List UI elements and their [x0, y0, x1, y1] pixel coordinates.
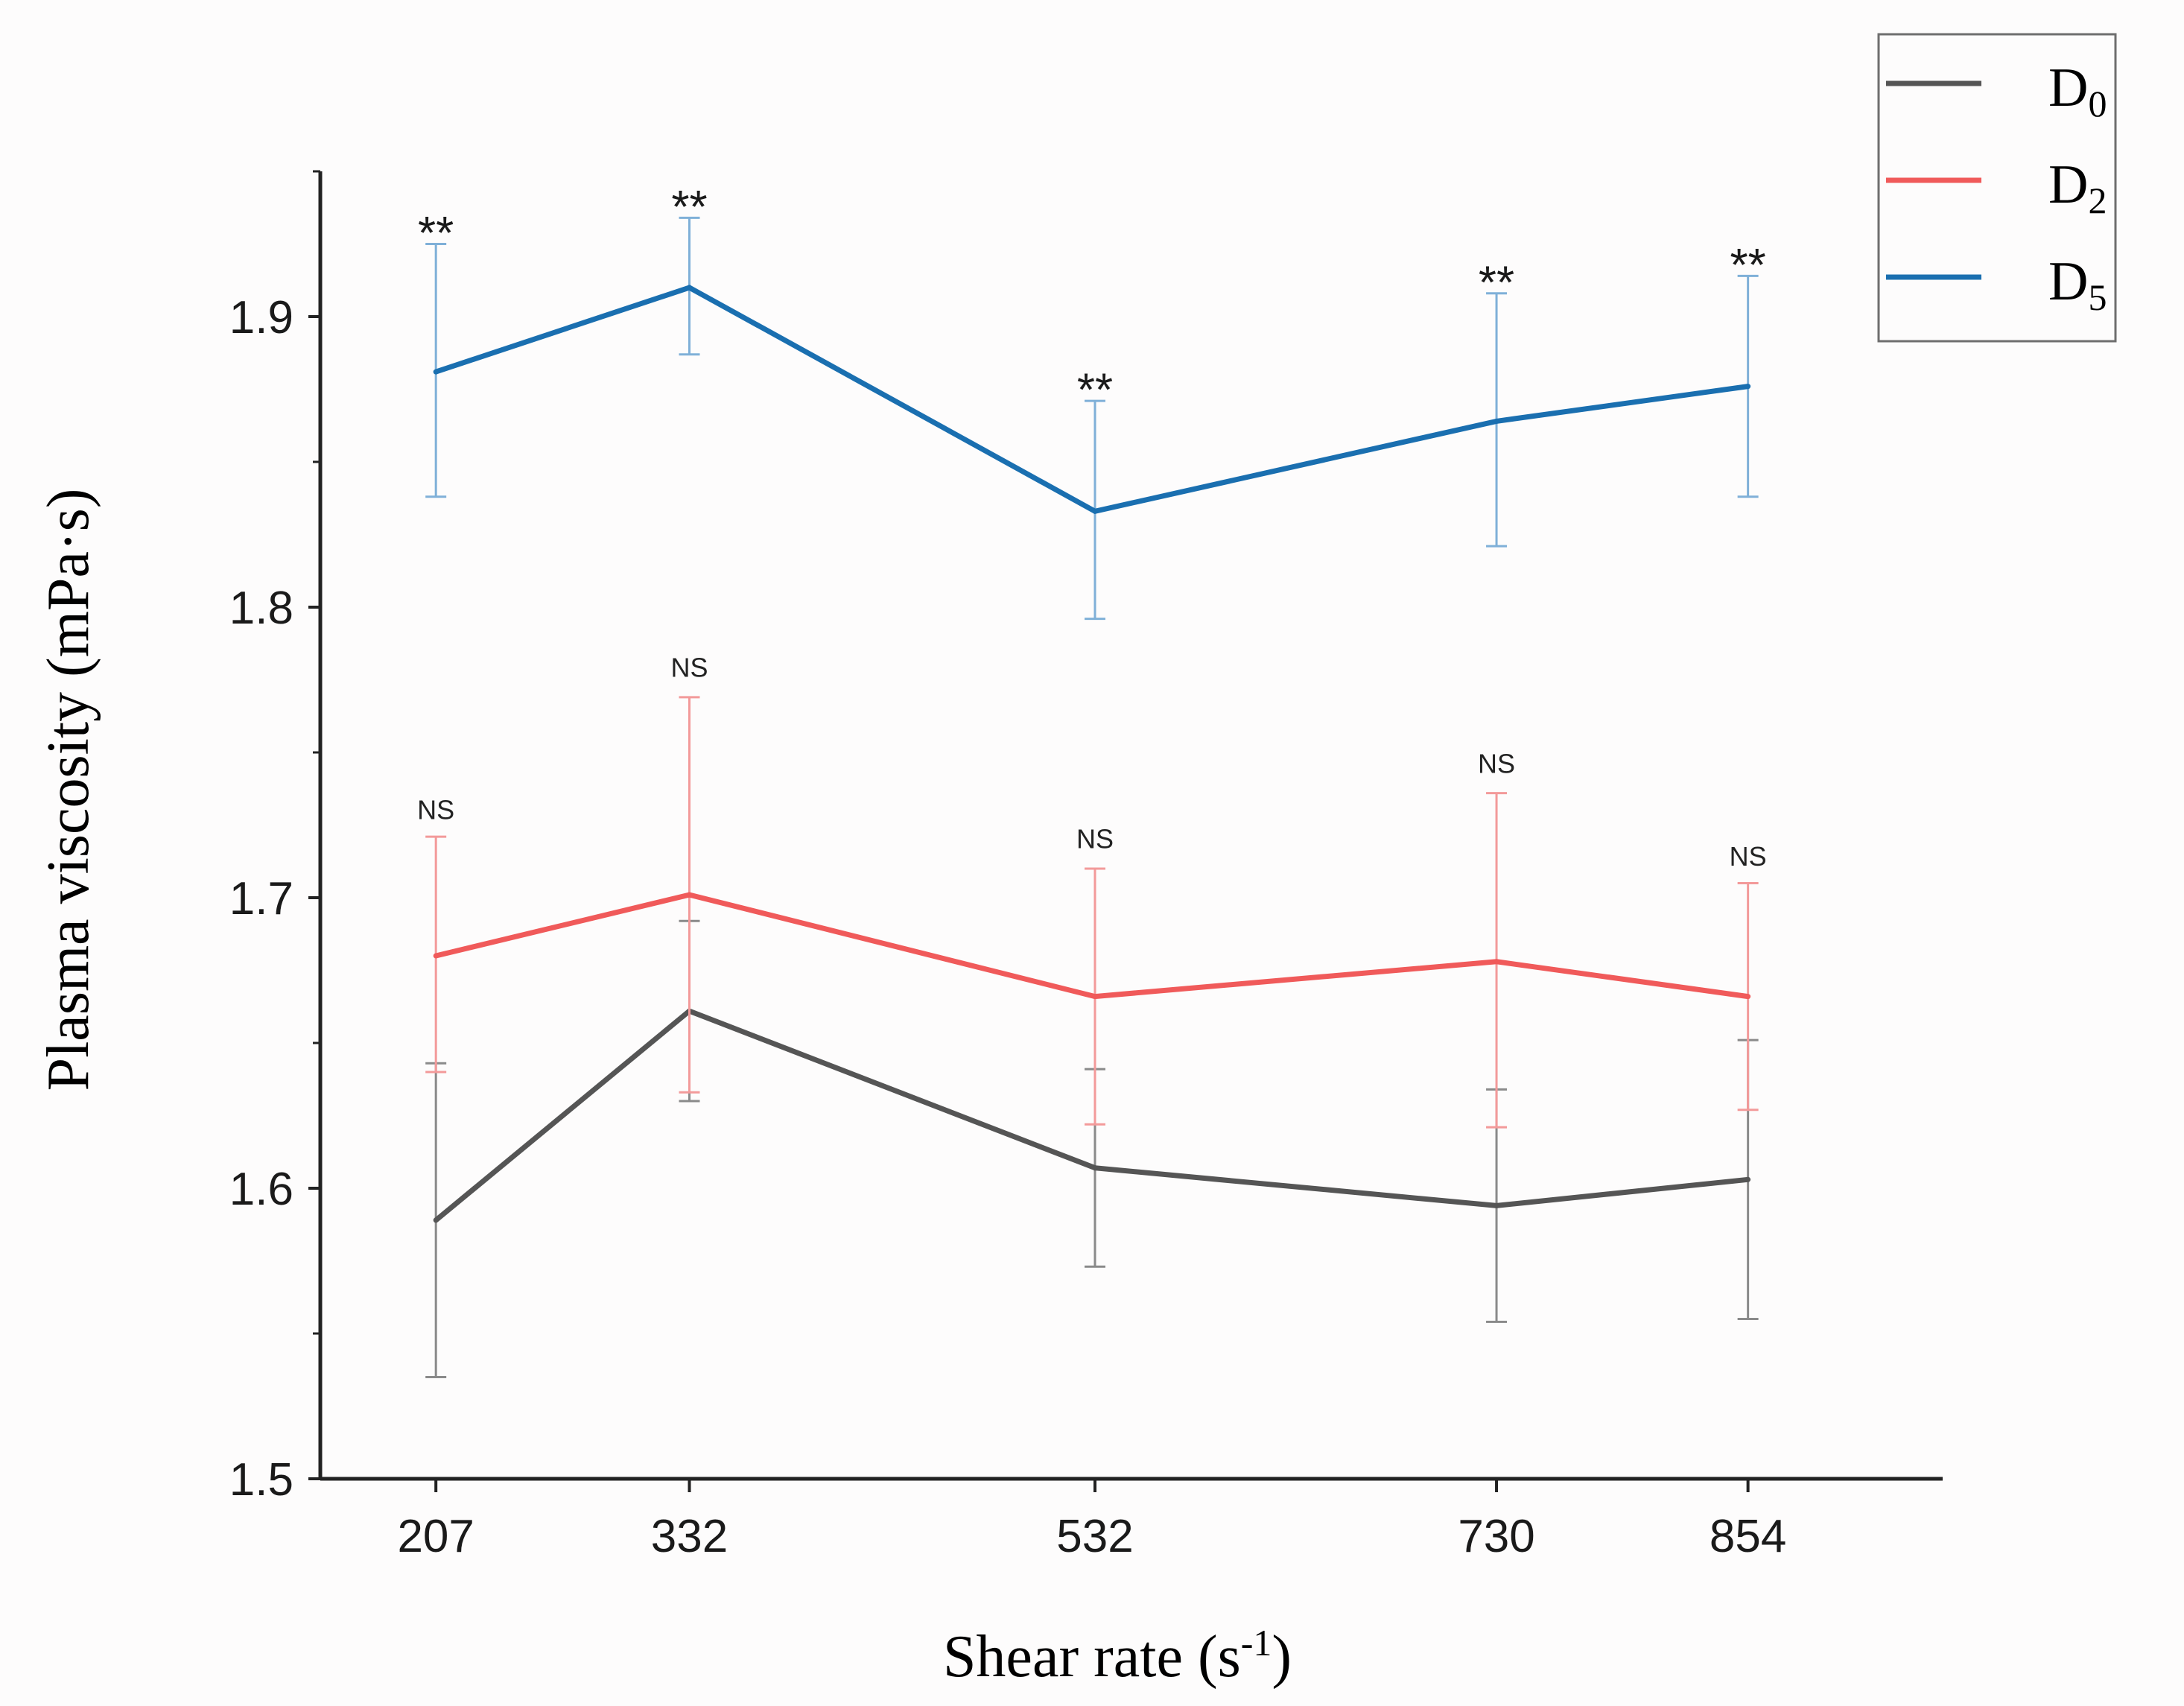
y-tick-label: 1.5	[229, 1454, 293, 1506]
data-point	[433, 953, 439, 959]
series-d2: NS NS NS NS NS	[417, 653, 1767, 1129]
legend-label: D2	[2048, 154, 2107, 221]
legend-label-main: D	[2048, 154, 2088, 215]
data-point	[433, 1217, 439, 1223]
legend-label-main: D	[2048, 57, 2088, 118]
x-tick-label: 730	[1458, 1511, 1534, 1562]
data-point	[1493, 418, 1499, 424]
significance-label: NS	[1076, 824, 1114, 854]
data-point	[1745, 1176, 1751, 1182]
x-tick-label: 532	[1056, 1511, 1133, 1562]
y-axis-title: Plasma viscosity (mPa·s)	[36, 489, 101, 1091]
x-tick-label: 207	[397, 1511, 474, 1562]
data-point	[1745, 384, 1751, 390]
series-d5: ** ** ** ** **	[418, 182, 1766, 621]
x-tick-label: 854	[1710, 1511, 1786, 1562]
legend-item-d5: D5	[1886, 251, 2107, 318]
data-point	[686, 285, 692, 291]
legend-label-main: D	[2048, 251, 2088, 312]
data-point	[1092, 994, 1098, 1000]
significance-label: **	[1479, 257, 1514, 308]
y-tick-label: 1.6	[229, 1164, 293, 1215]
data-point	[686, 892, 692, 898]
data-point	[1493, 959, 1499, 965]
x-axis-title-main: Shear rate (s	[943, 1624, 1241, 1690]
data-point	[1092, 508, 1098, 514]
significance-label: **	[418, 208, 454, 259]
x-axis-title: Shear rate (s-1)	[943, 1622, 1292, 1690]
data-point	[1092, 1165, 1098, 1171]
significance-label: **	[1077, 365, 1113, 416]
data-point	[1745, 994, 1751, 1000]
significance-label: **	[1730, 240, 1766, 291]
legend-item-d2: D2	[1886, 154, 2107, 221]
x-axis-title-end: )	[1272, 1624, 1292, 1690]
y-tick-label: 1.9	[229, 292, 293, 343]
plot-area: NS NS NS NS NS ** ** ** ** **	[417, 182, 1767, 1378]
legend-label-subscript: 0	[2088, 83, 2107, 124]
legend-label: D5	[2048, 251, 2107, 318]
significance-label: NS	[1730, 841, 1767, 872]
data-point	[1493, 1202, 1499, 1208]
legend-label-subscript: 5	[2088, 276, 2107, 318]
x-axis-title-superscript: -1	[1241, 1622, 1272, 1664]
data-point	[433, 369, 439, 375]
y-tick-label: 1.7	[229, 873, 293, 925]
axes: 1.5 1.6 1.7 1.8 1.9 207 332 532 730 854	[229, 170, 1943, 1562]
legend-label-subscript: 2	[2088, 180, 2107, 221]
y-tick-label: 1.8	[229, 583, 293, 634]
significance-label: NS	[417, 795, 454, 825]
legend-label: D0	[2048, 57, 2107, 124]
significance-label: **	[671, 182, 707, 233]
x-tick-label: 332	[651, 1511, 728, 1562]
significance-label: NS	[1478, 748, 1515, 779]
legend-item-d0: D0	[1886, 57, 2107, 124]
significance-label: NS	[670, 653, 708, 683]
